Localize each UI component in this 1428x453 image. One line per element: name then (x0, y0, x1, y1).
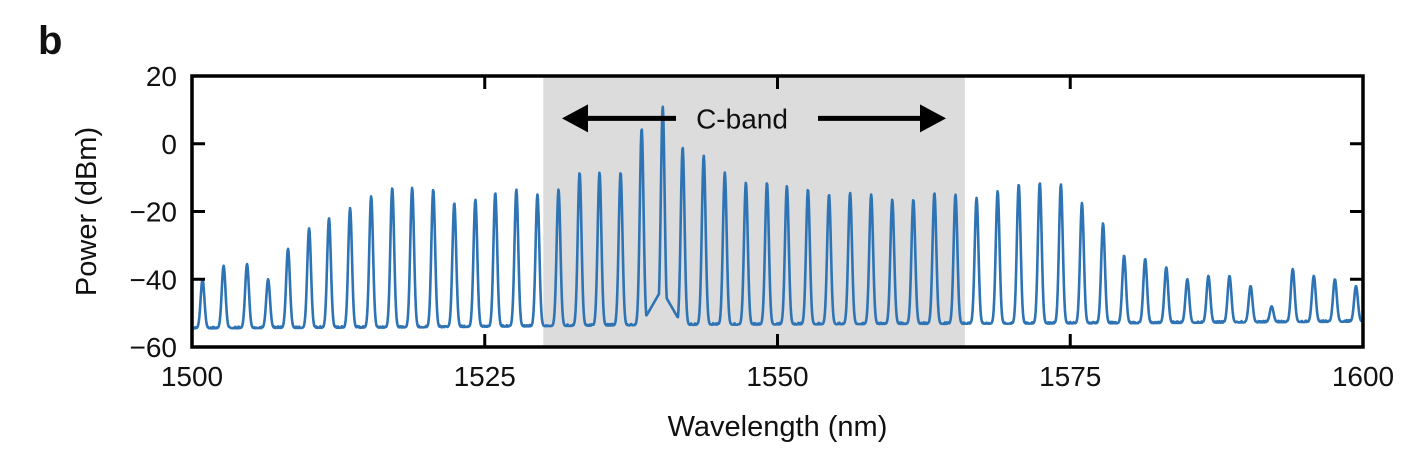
arrow-left-icon (562, 104, 588, 133)
x-tick-label: 1525 (454, 361, 516, 392)
y-tick-label: −20 (130, 197, 178, 228)
y-tick-label: 0 (161, 129, 177, 160)
c-band-label-background (680, 96, 814, 137)
plot-area (191, 105, 1364, 330)
x-tick-label: 1550 (746, 361, 808, 392)
arrow-right-icon (920, 104, 946, 133)
axis-ticks: 1500 1525 1550 1575 1600 20 0 −20 −40 −60 (130, 61, 1395, 392)
y-tick-label: −40 (130, 264, 178, 295)
panel-label: b (38, 19, 62, 63)
y-tick-label: −60 (130, 332, 178, 363)
x-axis-title: Wavelength (nm) (668, 411, 888, 443)
x-tick-label: 1600 (1332, 361, 1394, 392)
y-tick-label: 20 (146, 61, 177, 92)
spectrum-trace (191, 105, 1364, 330)
x-tick-label: 1575 (1039, 361, 1101, 392)
c-band-annotation: C-band (562, 96, 946, 137)
x-tick-label: 1500 (161, 361, 223, 392)
c-band-label: C-band (696, 103, 788, 134)
y-axis-title: Power (dBm) (71, 127, 103, 296)
